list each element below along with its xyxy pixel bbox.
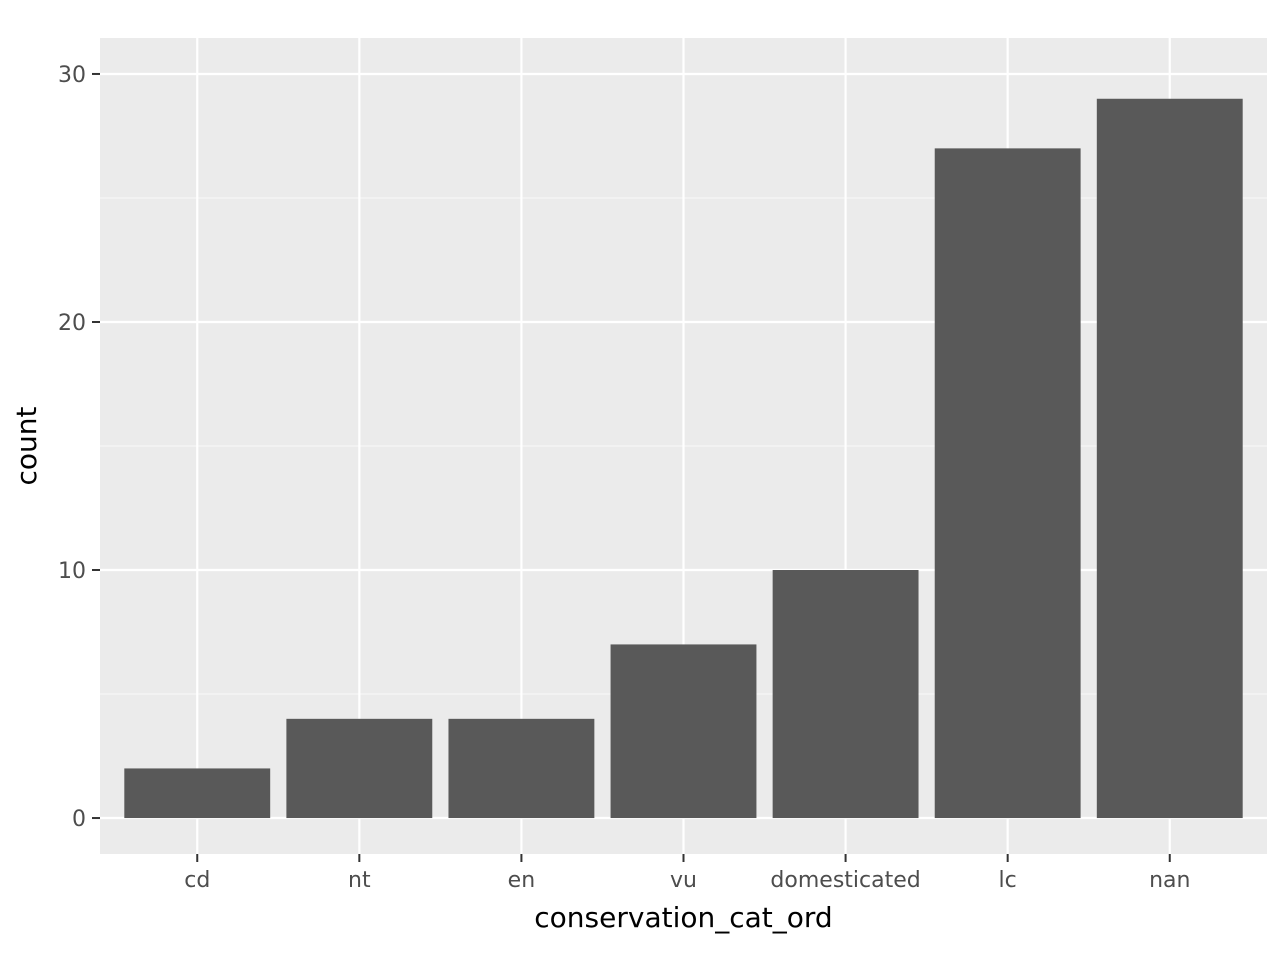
x-tick-label: nan [1149, 868, 1190, 893]
bar-vu [610, 644, 757, 819]
x-tick-label: nt [348, 868, 371, 893]
x-axis-title: conservation_cat_ord [534, 901, 832, 934]
x-tick-label: vu [670, 868, 697, 893]
y-tick-label: 0 [72, 807, 86, 832]
x-tick-label: cd [184, 868, 210, 893]
y-tick-label: 20 [58, 311, 86, 336]
y-tick-label: 30 [58, 63, 86, 88]
bar-lc [934, 148, 1081, 819]
bar-nan [1096, 98, 1243, 819]
bar-domesticated [772, 570, 919, 819]
x-tick-label: lc [999, 868, 1017, 893]
y-tick-label: 10 [58, 559, 86, 584]
bar-cd [124, 768, 271, 819]
bar-nt [286, 718, 433, 819]
y-axis-title: count [10, 406, 43, 485]
bar-en [448, 718, 595, 819]
x-tick-label: domesticated [770, 868, 920, 893]
axes: 0 10 20 30 cd nt en vu domesticated lc nan [58, 63, 1190, 893]
x-tick-label: en [508, 868, 535, 893]
bars [124, 98, 1243, 819]
